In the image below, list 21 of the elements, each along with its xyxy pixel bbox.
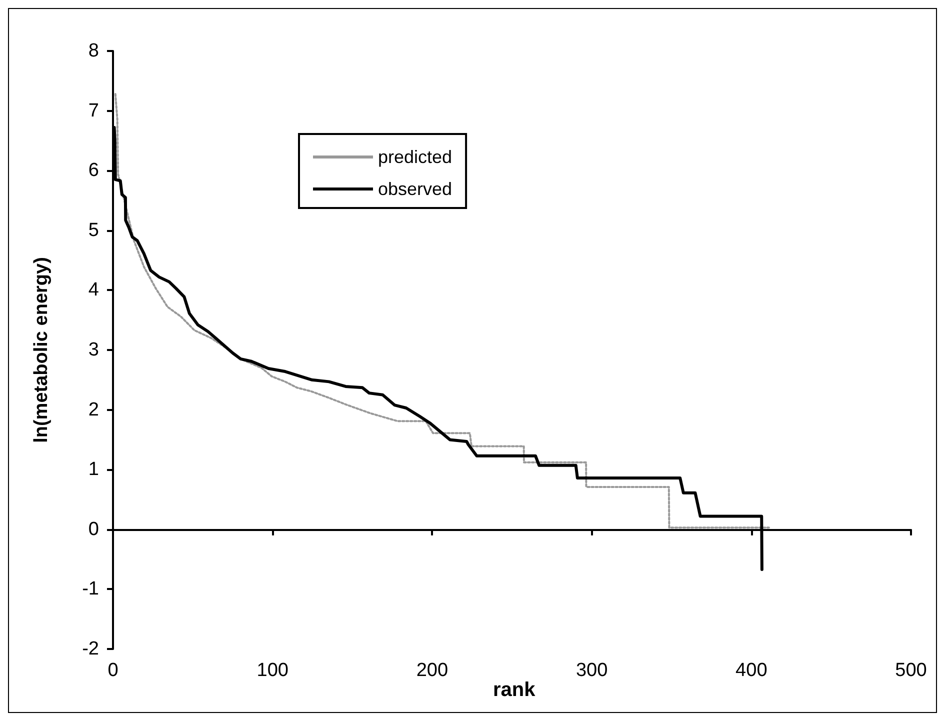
y-tick-label: -2	[82, 638, 99, 660]
x-tick-label: 0	[108, 660, 118, 681]
y-tick-label: 0	[88, 518, 99, 540]
y-tick-label: 3	[88, 340, 99, 360]
y-tick-label: 1	[88, 459, 99, 480]
y-tick-label: 5	[88, 220, 99, 241]
y-tick-label: 4	[88, 280, 100, 301]
x-tick-label: 400	[736, 660, 768, 681]
x-tick-label: 100	[256, 660, 288, 681]
y-tick-label: 6	[88, 160, 99, 182]
legend-label: predicted	[378, 147, 452, 167]
x-axis-title: rank	[493, 679, 536, 701]
y-axis-title: ln(metabolic energy)	[31, 257, 52, 443]
y-tick-label: 7	[88, 100, 99, 122]
y-tick-label: -1	[82, 578, 99, 600]
legend-label: observed	[378, 179, 452, 199]
y-tick-label: 2	[88, 399, 99, 420]
x-tick-label: 500	[895, 660, 927, 681]
y-tick-label: 8	[88, 40, 99, 62]
x-tick-label: 300	[576, 660, 608, 681]
x-tick-label: 200	[416, 660, 448, 681]
